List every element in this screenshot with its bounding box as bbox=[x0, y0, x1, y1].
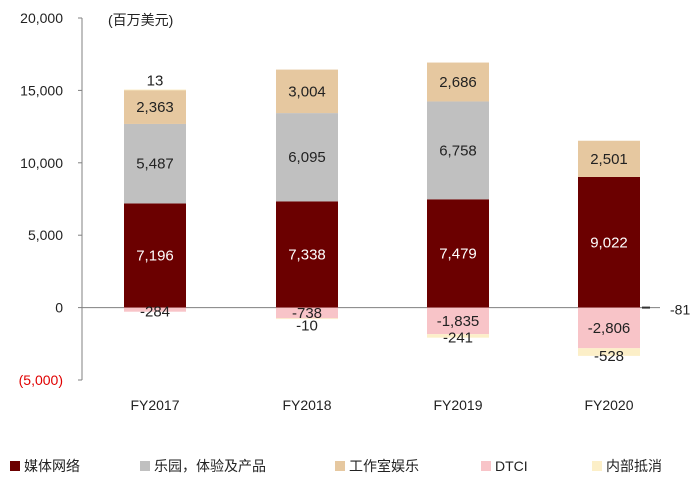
bar-segment bbox=[427, 307, 489, 335]
bar-segment bbox=[578, 348, 640, 356]
bar-data-label: -241 bbox=[443, 330, 473, 347]
bar-data-label: 2,686 bbox=[439, 74, 477, 91]
legend-label: 内部抵消 bbox=[606, 458, 662, 474]
legend-label: 乐园，体验及产品 bbox=[154, 458, 266, 474]
y-tick-label: 0 bbox=[55, 300, 63, 316]
bar-data-label: 2,501 bbox=[590, 151, 628, 168]
bar-segment bbox=[124, 123, 186, 204]
bar-data-label: 7,338 bbox=[288, 246, 326, 263]
legend-item: 乐园，体验及产品 bbox=[140, 458, 266, 474]
x-tick-label: FY2018 bbox=[282, 397, 331, 413]
legend-label: 工作室娱乐 bbox=[349, 458, 419, 474]
bar-segment bbox=[427, 62, 489, 102]
x-tick-label: FY2017 bbox=[130, 397, 179, 413]
y-tick-label: 20,000 bbox=[20, 10, 63, 26]
extra-data-label: -81 bbox=[670, 302, 690, 318]
x-tick-label: FY2020 bbox=[584, 397, 633, 413]
bar-segment bbox=[124, 203, 186, 308]
legend-item: 内部抵消 bbox=[592, 458, 662, 474]
legend-label: DTCI bbox=[495, 458, 528, 474]
bar-data-label: 6,758 bbox=[439, 142, 477, 159]
legend-item: DTCI bbox=[481, 458, 528, 474]
x-tick-label: FY2019 bbox=[433, 397, 482, 413]
legend-swatch bbox=[481, 461, 491, 471]
bar-segment bbox=[427, 334, 489, 338]
y-tick-label: 5,000 bbox=[28, 227, 63, 243]
bar-segment bbox=[276, 201, 338, 308]
bar-data-label: 13 bbox=[147, 73, 164, 90]
y-tick-label: (5,000) bbox=[19, 372, 63, 388]
bar-data-label: 2,363 bbox=[136, 99, 174, 116]
bar-segment bbox=[578, 307, 640, 349]
bar-data-label: -10 bbox=[296, 317, 318, 334]
bar-segment bbox=[124, 89, 186, 124]
bar-data-label: -2,806 bbox=[588, 320, 631, 337]
legend-item: 媒体网络 bbox=[10, 458, 80, 474]
bar-data-label: -528 bbox=[594, 348, 624, 365]
bar-segment bbox=[276, 318, 338, 320]
unit-label: (百万美元) bbox=[108, 12, 173, 28]
bar-segment bbox=[276, 69, 338, 114]
bar-data-label: -284 bbox=[140, 304, 170, 321]
y-tick-label: 15,000 bbox=[20, 82, 63, 98]
legend-swatch bbox=[10, 461, 20, 471]
legend-label: 媒体网络 bbox=[24, 458, 80, 474]
bar-data-label: -738 bbox=[292, 305, 322, 322]
bar-segment bbox=[427, 101, 489, 200]
extra-marker bbox=[642, 306, 650, 309]
bar-segment bbox=[276, 307, 338, 319]
bar-data-label: 7,479 bbox=[439, 245, 477, 262]
bar-segment bbox=[124, 307, 186, 312]
bar-data-label: 6,095 bbox=[288, 149, 326, 166]
bar-data-label: 9,022 bbox=[590, 234, 628, 251]
bar-segment bbox=[578, 140, 640, 177]
bar-segment bbox=[124, 89, 186, 91]
bar-data-label: -1,835 bbox=[437, 313, 480, 330]
legend-item: 工作室娱乐 bbox=[335, 458, 419, 474]
y-tick-label: 10,000 bbox=[20, 155, 63, 171]
bar-data-label: 7,196 bbox=[136, 248, 174, 265]
bar-segment bbox=[427, 199, 489, 308]
legend-swatch bbox=[592, 461, 602, 471]
legend-swatch bbox=[335, 461, 345, 471]
bar-data-label: 3,004 bbox=[288, 83, 326, 100]
bar-data-label: 5,487 bbox=[136, 156, 174, 173]
bar-segment bbox=[578, 176, 640, 308]
bar-segment bbox=[276, 113, 338, 202]
legend-swatch bbox=[140, 461, 150, 471]
